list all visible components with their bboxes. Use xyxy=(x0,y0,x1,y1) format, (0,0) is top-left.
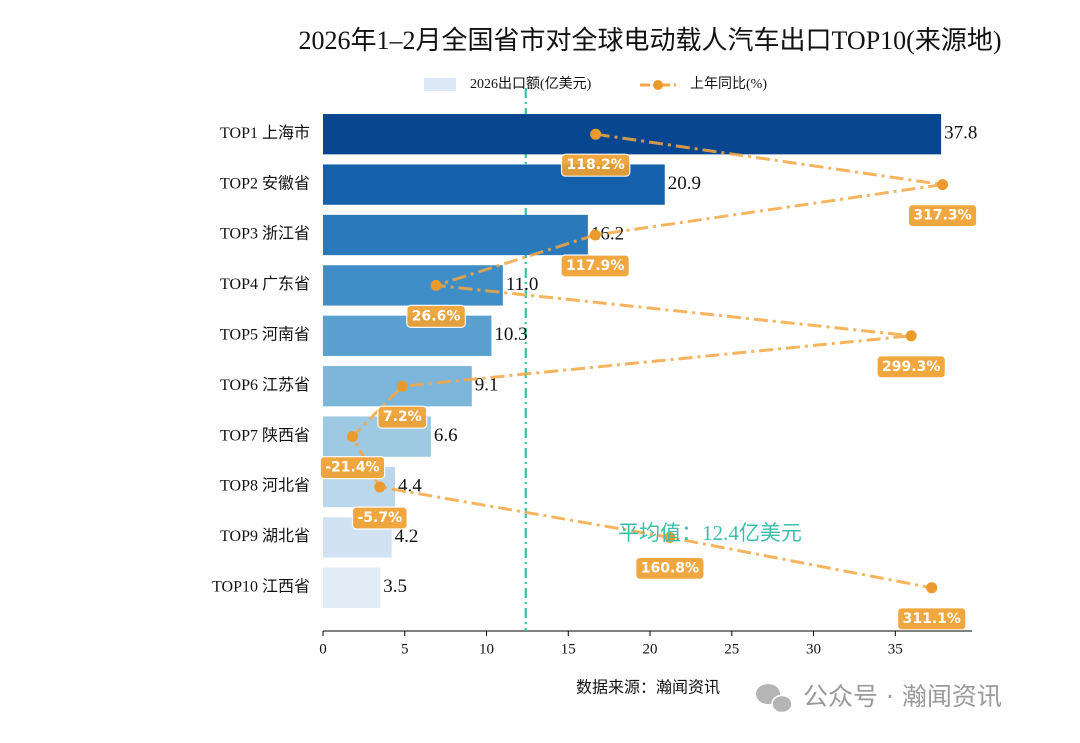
yoy-label-box xyxy=(319,456,386,480)
yoy-label: -21.4% xyxy=(319,456,386,480)
yoy-marker xyxy=(346,431,358,443)
y-tick-label: TOP1 上海市 xyxy=(220,124,310,142)
yoy-label-box xyxy=(635,556,705,581)
yoy-marker xyxy=(589,229,601,241)
yoy-label: -5.7% xyxy=(351,506,408,530)
bar xyxy=(323,114,942,155)
yoy-label-text: -21.4% xyxy=(325,460,379,476)
yoy-label-box xyxy=(896,607,967,631)
yoy-marker xyxy=(430,279,442,291)
yoy-label: 117.9% xyxy=(560,254,630,278)
yoy-line xyxy=(350,132,943,590)
y-tick-label: TOP9 湖北省 xyxy=(220,527,310,545)
bar-value-label: 11.0 xyxy=(506,274,539,295)
bar-value-label: 6.6 xyxy=(434,425,458,446)
bar-value-label: 9.1 xyxy=(475,375,499,396)
legend-label: 2026出口额(亿美元) xyxy=(470,76,592,92)
y-tick-label: TOP3 浙江省 xyxy=(220,225,310,243)
yoy-label: 26.6% xyxy=(406,304,466,328)
yoy-label-text: 117.9% xyxy=(566,258,624,274)
y-tick-label: TOP4 广东省 xyxy=(220,275,310,293)
yoy-label: 118.2% xyxy=(560,153,631,177)
yoy-marker xyxy=(905,330,917,342)
bar-value-label: 10.3 xyxy=(494,324,527,345)
yoy-label-text: 118.2% xyxy=(567,157,625,173)
y-tick-label: TOP2 安徽省 xyxy=(220,174,310,192)
yoy-label-text: -5.7% xyxy=(357,510,402,526)
mean-label: 平均值：12.4亿美元 xyxy=(618,521,802,545)
yoy-label: 317.3% xyxy=(907,204,978,228)
x-tick-label: 5 xyxy=(401,641,409,657)
yoy-label-box xyxy=(406,304,466,328)
y-tick-label: TOP8 河北省 xyxy=(220,477,310,495)
yoy-label-box xyxy=(560,153,631,177)
watermark-icon xyxy=(756,684,793,714)
yoy-marker xyxy=(396,380,408,392)
x-tick-label: 35 xyxy=(888,641,903,657)
bar xyxy=(323,214,588,256)
yoy-marker xyxy=(664,531,676,543)
legend-swatch xyxy=(424,78,456,91)
legend-marker xyxy=(653,80,663,90)
yoy-label: 311.1% xyxy=(896,607,967,631)
x-tick-label: 30 xyxy=(806,641,821,657)
x-tick-label: 15 xyxy=(561,641,576,657)
yoy-label-text: 299.3% xyxy=(882,359,940,375)
bar-value-label: 20.9 xyxy=(668,173,701,194)
yoy-label-box xyxy=(907,204,978,228)
yoy-marker xyxy=(937,179,949,191)
y-tick-label: TOP6 江苏省 xyxy=(220,376,310,394)
yoy-label-text: 26.6% xyxy=(412,308,461,324)
x-tick-label: 25 xyxy=(724,641,739,657)
yoy-label-text: 311.1% xyxy=(903,611,961,627)
yoy-label-box xyxy=(560,254,630,278)
yoy-marker xyxy=(374,481,386,493)
x-tick-label: 20 xyxy=(643,641,658,657)
watermark: 公众号 · 瀚闻资讯 xyxy=(803,682,1002,711)
yoy-label-text: 317.3% xyxy=(913,208,971,224)
bar-value-label: 3.5 xyxy=(383,576,407,597)
x-tick-label: 0 xyxy=(319,641,327,657)
yoy-label-box xyxy=(876,355,946,379)
yoy-marker xyxy=(590,128,602,140)
source-note: 数据来源：瀚闻资讯 xyxy=(576,679,720,697)
bar xyxy=(323,265,503,306)
y-tick-label: TOP5 河南省 xyxy=(220,325,310,343)
yoy-label: 299.3% xyxy=(876,355,946,379)
bar-value-label: 4.2 xyxy=(395,526,419,547)
x-tick-label: 10 xyxy=(479,641,494,657)
yoy-marker xyxy=(926,582,938,594)
chart-title: 2026年1–2月全国省市对全球电动载人汽车出口TOP10(来源地) xyxy=(299,26,1002,55)
y-tick-label: TOP7 陕西省 xyxy=(220,426,310,444)
yoy-label: 7.2% xyxy=(377,405,428,429)
yoy-label-text: 160.8% xyxy=(641,560,699,576)
yoy-label-box xyxy=(377,405,428,429)
bar xyxy=(323,567,381,608)
bar-value-label: 16.2 xyxy=(591,223,624,244)
yoy-label-box xyxy=(351,506,408,530)
bar-value-label: 37.8 xyxy=(944,123,977,144)
yoy-label-text: 7.2% xyxy=(383,409,422,425)
y-tick-label: TOP10 江西省 xyxy=(212,577,310,595)
legend-label: 上年同比(%) xyxy=(690,76,767,92)
yoy-label: 160.8% xyxy=(635,556,705,581)
